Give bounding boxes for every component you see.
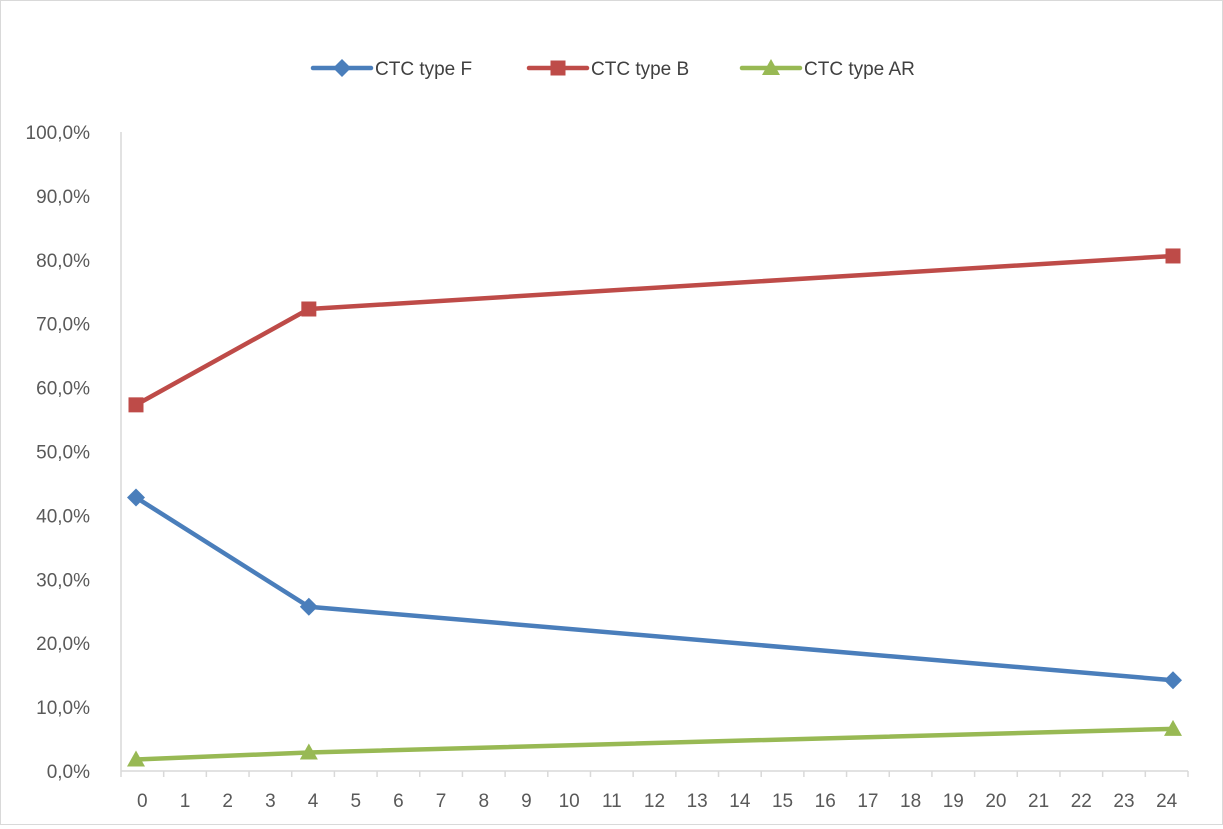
legend-marker bbox=[333, 59, 351, 77]
x-tick-label: 2 bbox=[222, 791, 233, 812]
data-point bbox=[127, 750, 145, 767]
legend-item: CTC type F bbox=[310, 59, 472, 80]
x-tick-label: 6 bbox=[393, 791, 404, 812]
data-point bbox=[128, 397, 144, 413]
x-tick-label: 13 bbox=[687, 791, 708, 812]
x-tick-label: 16 bbox=[815, 791, 836, 812]
series-ctc-type-f bbox=[127, 488, 1182, 690]
legend-marker bbox=[550, 60, 566, 76]
data-point bbox=[127, 488, 145, 507]
y-tick-label: 20,0% bbox=[36, 634, 90, 655]
data-point bbox=[1165, 248, 1181, 264]
x-tick-label: 10 bbox=[559, 791, 580, 812]
legend-label: CTC type F bbox=[375, 59, 472, 80]
x-tick-label: 3 bbox=[265, 791, 276, 812]
data-point bbox=[1164, 671, 1182, 690]
data-point bbox=[1164, 719, 1182, 736]
x-tick-label: 15 bbox=[772, 791, 793, 812]
y-tick-label: 0,0% bbox=[47, 762, 90, 783]
series-ctc-type-ar bbox=[127, 719, 1182, 767]
y-tick-label: 40,0% bbox=[36, 506, 90, 527]
legend-label: CTC type B bbox=[591, 59, 689, 80]
data-point bbox=[301, 301, 317, 317]
x-tick-label: 7 bbox=[436, 791, 447, 812]
x-tick-label: 0 bbox=[137, 791, 148, 812]
legend-marker bbox=[762, 59, 780, 75]
y-tick-label: 30,0% bbox=[36, 570, 90, 591]
y-tick-label: 70,0% bbox=[36, 315, 90, 336]
x-tick-label: 20 bbox=[985, 791, 1006, 812]
legend-item: CTC type AR bbox=[739, 59, 915, 80]
x-tick-label: 18 bbox=[900, 791, 921, 812]
x-tick-label: 8 bbox=[478, 791, 489, 812]
series-line bbox=[133, 253, 1176, 408]
x-tick-label: 5 bbox=[350, 791, 361, 812]
x-axis-ticks: 0 1 2 3 4 5 6 7 8 9 10 11 12 13 14 15 16 17 18 19 20 21 22 23 24 bbox=[120, 771, 1189, 812]
data-point bbox=[299, 743, 318, 760]
x-tick-label: 19 bbox=[943, 791, 964, 812]
x-tick-label: 22 bbox=[1071, 791, 1092, 812]
y-tick-label: 80,0% bbox=[36, 251, 90, 272]
y-tick-label: 60,0% bbox=[36, 379, 90, 400]
y-tick-label: 90,0% bbox=[36, 187, 90, 208]
legend-label: CTC type AR bbox=[804, 59, 915, 80]
x-tick-label: 4 bbox=[308, 791, 319, 812]
axes: 0,0% 10,0% 20,0% 30,0% 40,0% 50,0% 60,0% 70,0% 8… bbox=[26, 123, 1189, 812]
y-tick-label: 50,0% bbox=[36, 443, 90, 464]
series-line bbox=[133, 495, 1176, 683]
x-tick-label: 24 bbox=[1156, 791, 1178, 812]
x-tick-label: 21 bbox=[1028, 791, 1049, 812]
y-tick-label: 10,0% bbox=[36, 698, 90, 719]
x-tick-label: 12 bbox=[644, 791, 665, 812]
x-tick-label: 9 bbox=[521, 791, 532, 812]
plot-series bbox=[127, 248, 1182, 767]
y-axis-ticks: 0,0% 10,0% 20,0% 30,0% 40,0% 50,0% 60,0% 70,0% 8… bbox=[26, 123, 91, 783]
series-ctc-type-b bbox=[128, 248, 1181, 413]
x-tick-label: 23 bbox=[1113, 791, 1134, 812]
y-tick-label: 100,0% bbox=[26, 123, 91, 144]
x-tick-label: 14 bbox=[729, 791, 751, 812]
legend: CTC type F CTC type B CTC type AR bbox=[310, 59, 915, 80]
x-tick-label: 1 bbox=[180, 791, 191, 812]
data-point bbox=[299, 597, 318, 616]
legend-item: CTC type B bbox=[526, 59, 689, 80]
series-line bbox=[133, 726, 1176, 762]
x-tick-label: 17 bbox=[857, 791, 878, 812]
x-tick-label: 11 bbox=[602, 791, 622, 812]
